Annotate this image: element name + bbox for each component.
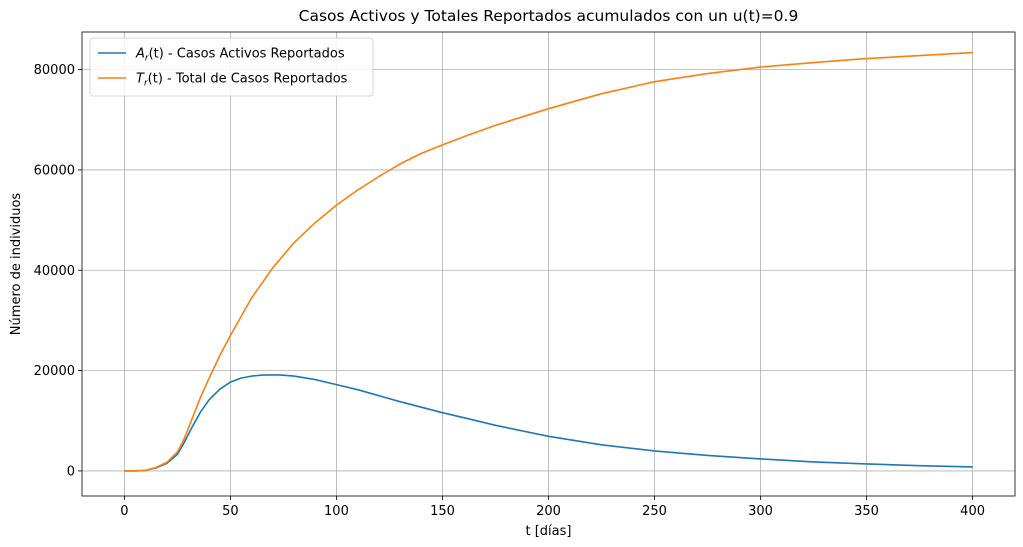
x-tick-label: 250 [642, 504, 667, 519]
x-tick-label: 50 [222, 504, 239, 519]
y-tick-label: 80000 [34, 63, 75, 78]
y-axis-label: Número de individuos [9, 193, 24, 336]
x-tick-label: 350 [854, 504, 879, 519]
series-line-1 [124, 374, 973, 472]
legend-entry-2: Tr(t) - Total de Casos Reportados [136, 72, 348, 89]
x-tick-label: 400 [960, 504, 985, 519]
x-tick-label: 150 [430, 504, 455, 519]
plot-area [124, 51, 973, 472]
y-tick-label: 0 [67, 464, 75, 479]
y-tick-label: 60000 [34, 163, 75, 178]
legend-box [89, 37, 374, 97]
x-axis-label: t [días] [526, 524, 572, 539]
chart-title: Casos Activos y Totales Reportados acumu… [299, 7, 799, 25]
x-tick-label: 300 [748, 504, 773, 519]
x-tick-label: 100 [324, 504, 349, 519]
series-line-2 [124, 51, 973, 472]
y-tick-label: 20000 [34, 364, 75, 379]
x-tick-label: 0 [120, 504, 128, 519]
x-tick-label: 200 [536, 504, 561, 519]
grid-lines [82, 32, 1015, 496]
legend: Ar(t) - Casos Activos Reportados Tr(t) - … [89, 37, 374, 97]
y-tick-label: 40000 [34, 264, 75, 279]
legend-entry-1: Ar(t) - Casos Activos Reportados [135, 47, 345, 64]
axis-ticks: 0 50 100 150 200 250 300 350 400 0 20000 40000 60000… [34, 63, 985, 519]
